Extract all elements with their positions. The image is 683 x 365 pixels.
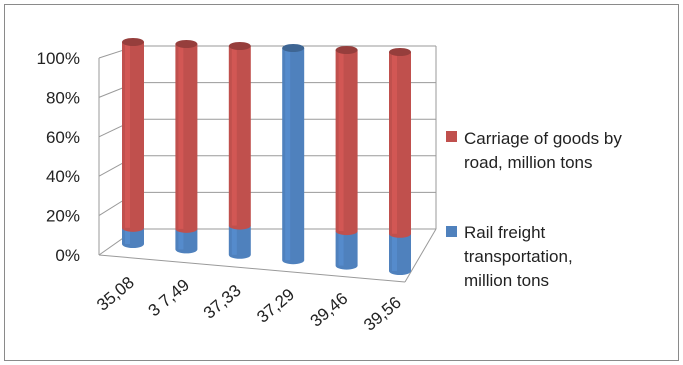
x-axis-ticks: 35,08 3 7,49 37,33 37,29 39,46 39,56 <box>93 273 405 335</box>
y-tick-label: 60% <box>46 128 80 147</box>
bar-highlight-rail <box>392 233 397 271</box>
bar-highlight-rail <box>285 48 291 261</box>
bar-highlight-rail <box>231 225 237 255</box>
legend-label-road-line1: Carriage of goods by <box>464 129 622 148</box>
legend-swatch-road <box>446 131 457 142</box>
y-tick-label: 100% <box>37 49 80 68</box>
y-tick-label: 0% <box>55 246 80 265</box>
chart-gridlines <box>98 45 437 283</box>
legend: Carriage of goods by road, million tons … <box>446 129 622 290</box>
bar-highlight-rail <box>125 227 130 244</box>
bar-highlight-road <box>231 46 237 226</box>
bar-top-cap <box>282 44 305 52</box>
bar-highlight-road <box>178 44 184 229</box>
x-tick-label: 37,33 <box>200 281 245 323</box>
bar-top-cap <box>175 40 198 48</box>
bar-top-cap <box>389 48 411 56</box>
y-axis-ticks: 0% 20% 40% 60% 80% 100% <box>37 49 80 265</box>
x-tick-label: 3 7,49 <box>145 275 193 320</box>
bar-top-cap <box>122 38 144 46</box>
x-tick-label: 39,56 <box>360 293 405 335</box>
bar-highlight-rail <box>178 228 184 250</box>
x-tick-label: 35,08 <box>93 273 138 315</box>
bar-highlight-road <box>392 52 397 234</box>
x-tick-label: 37,29 <box>253 285 298 327</box>
y-tick-label: 20% <box>46 207 80 226</box>
floor-front-edge <box>98 254 406 283</box>
legend-label-rail-line1: Rail freight <box>464 223 546 242</box>
bar-top-cap <box>228 42 251 50</box>
bar-highlight-road <box>125 42 130 228</box>
chart-bars <box>122 38 411 275</box>
bar-highlight-road <box>338 50 344 232</box>
legend-label-road-line2: road, million tons <box>464 153 593 172</box>
bar-highlight-rail <box>338 231 344 266</box>
y-tick-label: 80% <box>46 88 80 107</box>
bar-top-cap <box>335 46 358 54</box>
legend-label-rail-line2: transportation, <box>464 247 573 266</box>
legend-swatch-rail <box>446 226 457 237</box>
y-tick-label: 40% <box>46 167 80 186</box>
floor-right-edge <box>404 228 437 283</box>
legend-label-rail-line3: million tons <box>464 271 549 290</box>
x-tick-label: 39,46 <box>307 289 352 331</box>
